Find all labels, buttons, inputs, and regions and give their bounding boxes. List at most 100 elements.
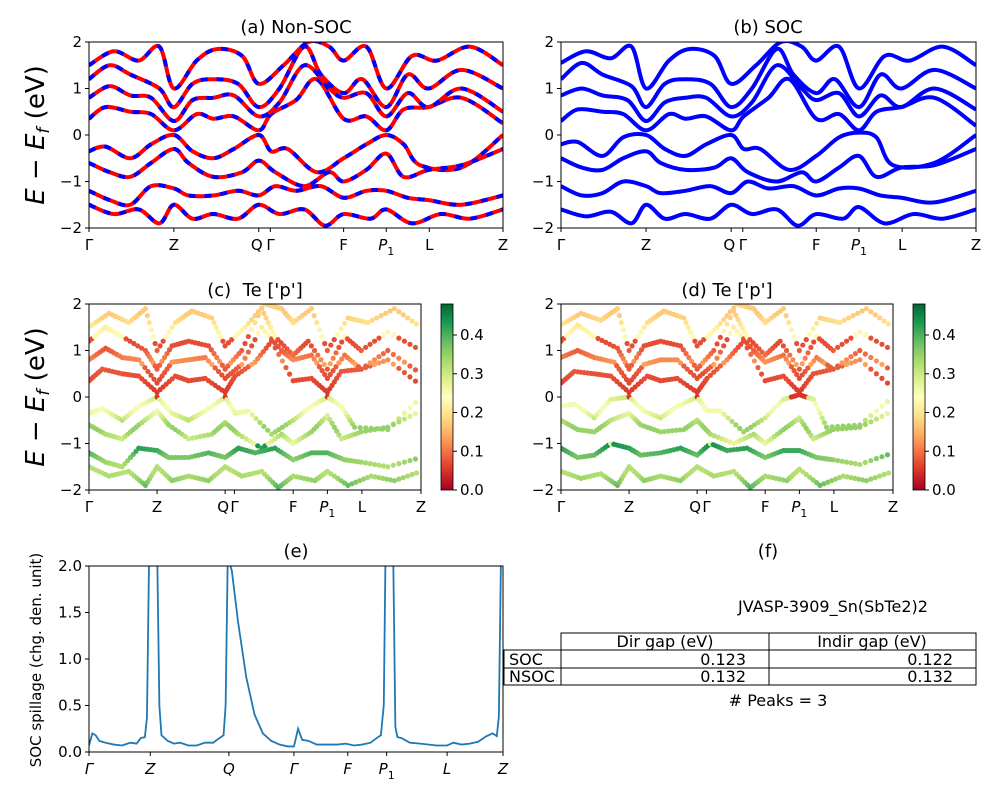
xtick-label: Γ	[702, 498, 711, 516]
projection-point	[413, 321, 420, 327]
panel-a-bands	[89, 42, 503, 228]
projection-point	[324, 366, 330, 372]
projection-point	[367, 341, 373, 347]
projection-point	[848, 475, 854, 481]
ytick-label: 0.0	[58, 743, 82, 761]
projection-point	[209, 361, 215, 368]
projection-point	[714, 355, 720, 361]
projection-point	[321, 361, 327, 368]
projection-point	[868, 309, 874, 315]
projection-point	[384, 476, 390, 482]
projection-point	[839, 426, 845, 432]
panel-f-title: (f)	[758, 541, 778, 562]
projection-point	[144, 313, 150, 319]
projection-point	[368, 473, 374, 479]
projection-point	[152, 340, 158, 347]
xtick-label: Z	[152, 498, 162, 516]
projection-point	[239, 347, 245, 354]
projection-point	[259, 324, 265, 330]
xtick-label: Γ	[557, 236, 566, 254]
ytick-label: −2	[532, 219, 554, 237]
projection-point	[390, 361, 396, 367]
projection-point	[724, 321, 730, 327]
projection-point	[407, 374, 413, 380]
panel-d-yticks: −2 −1 0 1 2	[532, 295, 561, 499]
projection-point	[139, 361, 145, 367]
band-line-spin-down	[89, 44, 503, 110]
projection-point	[324, 347, 330, 354]
projection-point	[631, 358, 637, 364]
projection-point	[810, 396, 816, 402]
projection-point	[390, 351, 396, 357]
colorbar-tick-label: 0.2	[460, 404, 484, 422]
xtick-label: Z	[641, 236, 651, 254]
xtick-label: Z	[144, 760, 156, 778]
xtick-label: Γ	[557, 498, 566, 516]
projection-point	[711, 327, 717, 333]
projection-point	[401, 359, 407, 365]
band-line-spin-up	[89, 183, 503, 208]
projection-point	[371, 461, 378, 468]
projection-point	[252, 359, 258, 365]
projection-point	[263, 345, 269, 351]
xtick-label: Q	[251, 236, 263, 254]
projection-point	[154, 347, 160, 354]
projection-point	[783, 356, 789, 362]
col-header-indir-gap: Indir gap (eV)	[817, 632, 927, 651]
projection-point	[405, 315, 411, 321]
projection-point	[396, 419, 402, 425]
projection-point	[850, 313, 856, 319]
projection-point	[879, 403, 885, 409]
projection-point	[717, 363, 723, 369]
projection-point	[372, 474, 378, 480]
projection-point	[412, 367, 419, 373]
projection-point	[214, 354, 220, 361]
projection-point	[215, 368, 222, 375]
projection-point	[687, 369, 694, 375]
projection-point	[225, 340, 232, 346]
projection-point	[261, 310, 267, 316]
projection-point	[376, 354, 382, 360]
projection-point	[331, 424, 337, 430]
projection-point	[314, 320, 320, 326]
projection-point	[235, 330, 241, 337]
projection-point	[783, 313, 789, 319]
xtick-label: Z	[416, 498, 426, 516]
projection-point	[852, 351, 858, 357]
projection-point	[796, 366, 802, 372]
projection-point	[412, 411, 419, 417]
projection-point	[239, 433, 245, 440]
projection-point	[186, 436, 192, 442]
projection-point	[852, 358, 858, 364]
projection-point	[677, 427, 683, 433]
projection-point	[159, 358, 165, 364]
projection-point	[808, 344, 814, 350]
projection-point	[209, 315, 215, 321]
projection-point	[358, 459, 364, 465]
projection-point	[839, 458, 845, 464]
projection-point	[242, 340, 248, 347]
projection-point	[788, 326, 795, 333]
ytick-label: 2	[72, 295, 82, 313]
projection-point	[848, 335, 854, 341]
projection-point	[737, 321, 743, 327]
projection-point	[885, 321, 892, 327]
projection-point	[255, 309, 261, 315]
projection-point	[811, 339, 817, 345]
xtick-label: Z	[888, 498, 898, 516]
xtick-label: F	[761, 498, 770, 516]
projection-point	[618, 320, 624, 326]
projection-point	[694, 343, 700, 349]
projection-point	[884, 411, 891, 417]
panel-a-yticks: −2 −1 0 1 2	[60, 33, 89, 237]
projection-point	[412, 344, 419, 350]
projection-point	[119, 333, 125, 340]
projection-point	[252, 337, 258, 343]
projection-point	[848, 460, 854, 466]
projection-point	[407, 413, 413, 419]
projection-point	[681, 315, 687, 321]
projection-point	[734, 328, 740, 334]
projection-point	[856, 476, 862, 482]
